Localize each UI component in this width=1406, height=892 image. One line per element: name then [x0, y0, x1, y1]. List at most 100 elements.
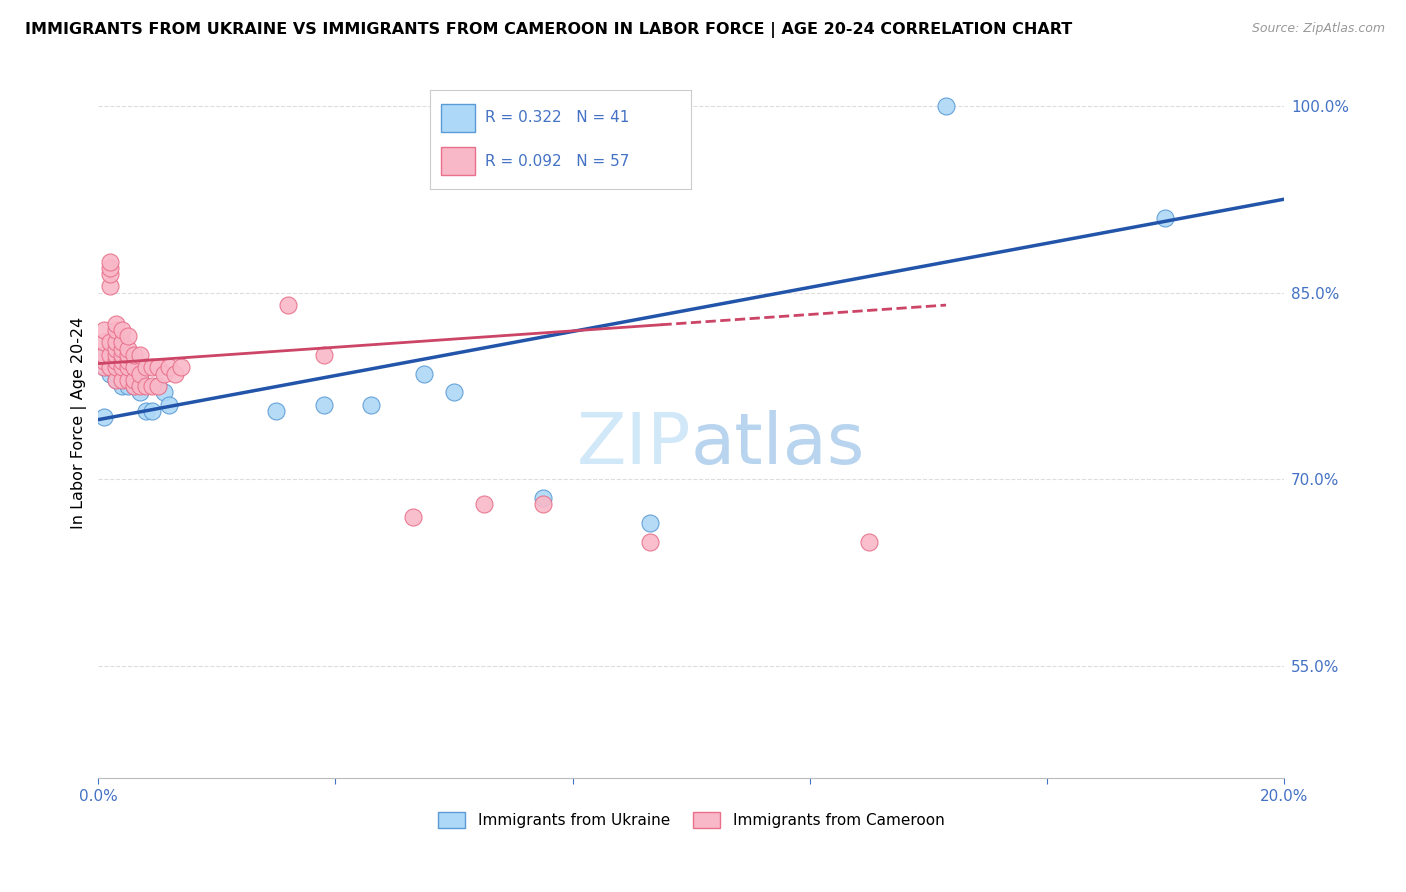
Point — [117, 342, 139, 356]
Point — [111, 373, 134, 387]
Point — [93, 348, 115, 362]
Point — [98, 267, 121, 281]
Point — [135, 360, 157, 375]
Point — [312, 348, 335, 362]
Point — [98, 348, 121, 362]
Point — [93, 360, 115, 375]
Point — [858, 534, 880, 549]
Point — [98, 360, 121, 375]
Point — [122, 379, 145, 393]
Point — [93, 354, 115, 368]
Point — [105, 367, 128, 381]
Point — [93, 360, 115, 375]
Point — [277, 298, 299, 312]
Point — [111, 354, 134, 368]
Point — [401, 509, 423, 524]
Point — [159, 398, 181, 412]
Point — [117, 360, 139, 375]
Point — [105, 335, 128, 350]
Text: ZIP: ZIP — [576, 410, 692, 479]
Point — [141, 379, 163, 393]
Point — [122, 360, 145, 375]
Point — [443, 385, 465, 400]
Point — [146, 379, 169, 393]
Text: Source: ZipAtlas.com: Source: ZipAtlas.com — [1251, 22, 1385, 36]
Point — [1154, 211, 1177, 225]
Point — [98, 354, 121, 368]
Point — [111, 323, 134, 337]
Point — [93, 410, 115, 425]
Point — [111, 360, 134, 375]
Text: IMMIGRANTS FROM UKRAINE VS IMMIGRANTS FROM CAMEROON IN LABOR FORCE | AGE 20-24 C: IMMIGRANTS FROM UKRAINE VS IMMIGRANTS FR… — [25, 22, 1073, 38]
Point — [141, 360, 163, 375]
Point — [105, 373, 128, 387]
Point — [413, 367, 436, 381]
Point — [117, 360, 139, 375]
Point — [105, 323, 128, 337]
Point — [117, 348, 139, 362]
Point — [122, 360, 145, 375]
Point — [135, 404, 157, 418]
Point — [638, 516, 661, 530]
Point — [105, 360, 128, 375]
Point — [472, 497, 495, 511]
Point — [117, 348, 139, 362]
Point — [117, 329, 139, 343]
Point — [93, 335, 115, 350]
Point — [117, 354, 139, 368]
Point — [122, 379, 145, 393]
Point — [135, 379, 157, 393]
Point — [98, 360, 121, 375]
Point — [111, 354, 134, 368]
Point — [128, 385, 150, 400]
Point — [105, 348, 128, 362]
Point — [105, 354, 128, 368]
Point — [312, 398, 335, 412]
Point — [146, 360, 169, 375]
Y-axis label: In Labor Force | Age 20-24: In Labor Force | Age 20-24 — [72, 318, 87, 530]
Point — [98, 279, 121, 293]
Point — [98, 348, 121, 362]
Point — [128, 348, 150, 362]
Point — [360, 398, 382, 412]
Point — [128, 379, 150, 393]
Point — [122, 373, 145, 387]
Point — [141, 404, 163, 418]
Point — [638, 534, 661, 549]
Point — [935, 99, 957, 113]
Point — [93, 323, 115, 337]
Point — [111, 379, 134, 393]
Point — [117, 373, 139, 387]
Point — [105, 354, 128, 368]
Point — [128, 373, 150, 387]
Point — [159, 360, 181, 375]
Point — [98, 335, 121, 350]
Point — [111, 360, 134, 375]
Text: atlas: atlas — [692, 410, 866, 479]
Point — [152, 385, 174, 400]
Point — [98, 260, 121, 275]
Point — [111, 373, 134, 387]
Point — [152, 367, 174, 381]
Point — [98, 367, 121, 381]
Point — [122, 348, 145, 362]
Point — [122, 373, 145, 387]
Point — [111, 348, 134, 362]
Point — [111, 367, 134, 381]
Point — [105, 373, 128, 387]
Point — [98, 254, 121, 268]
Point — [105, 342, 128, 356]
Point — [111, 342, 134, 356]
Point — [105, 348, 128, 362]
Point — [128, 367, 150, 381]
Point — [531, 491, 554, 505]
Point — [170, 360, 193, 375]
Point — [111, 335, 134, 350]
Point — [105, 317, 128, 331]
Point — [264, 404, 287, 418]
Point — [146, 379, 169, 393]
Point — [117, 367, 139, 381]
Legend: Immigrants from Ukraine, Immigrants from Cameroon: Immigrants from Ukraine, Immigrants from… — [432, 806, 950, 834]
Point — [117, 373, 139, 387]
Point — [93, 348, 115, 362]
